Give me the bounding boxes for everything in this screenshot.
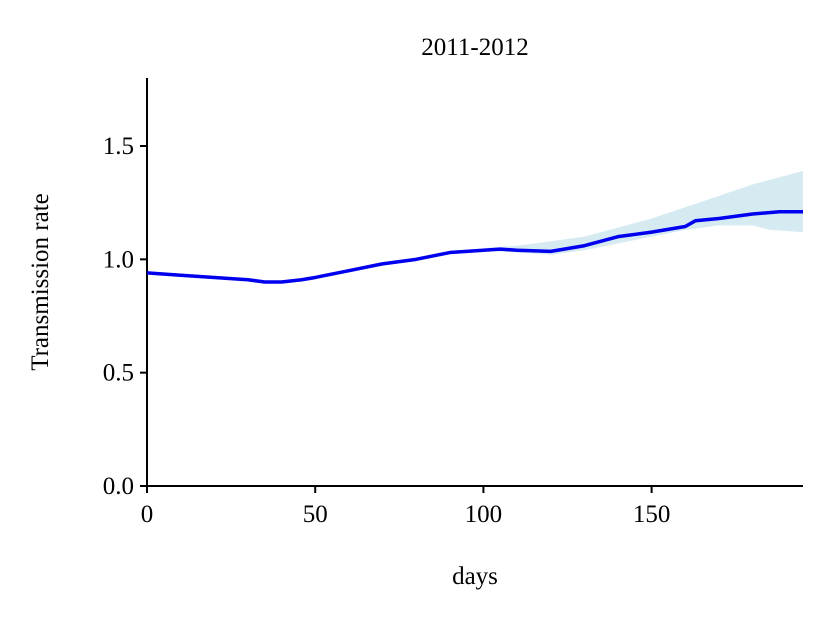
chart-title: 2011-2012 <box>421 34 528 61</box>
x-tick-label: 50 <box>303 501 328 528</box>
y-axis-label: Transmission rate <box>27 193 54 371</box>
y-tick-label: 1.5 <box>103 133 134 160</box>
x-axis-label: days <box>452 563 498 590</box>
x-tick-label: 100 <box>465 501 503 528</box>
x-tick-label: 150 <box>633 501 671 528</box>
y-tick-label: 0.5 <box>103 360 134 387</box>
line <box>146 209 803 284</box>
y-tick-label: 0.0 <box>103 473 134 500</box>
y-tick-label: 1.0 <box>103 246 134 273</box>
x-tick-label: 0 <box>141 501 154 528</box>
confidence-band <box>483 170 803 255</box>
